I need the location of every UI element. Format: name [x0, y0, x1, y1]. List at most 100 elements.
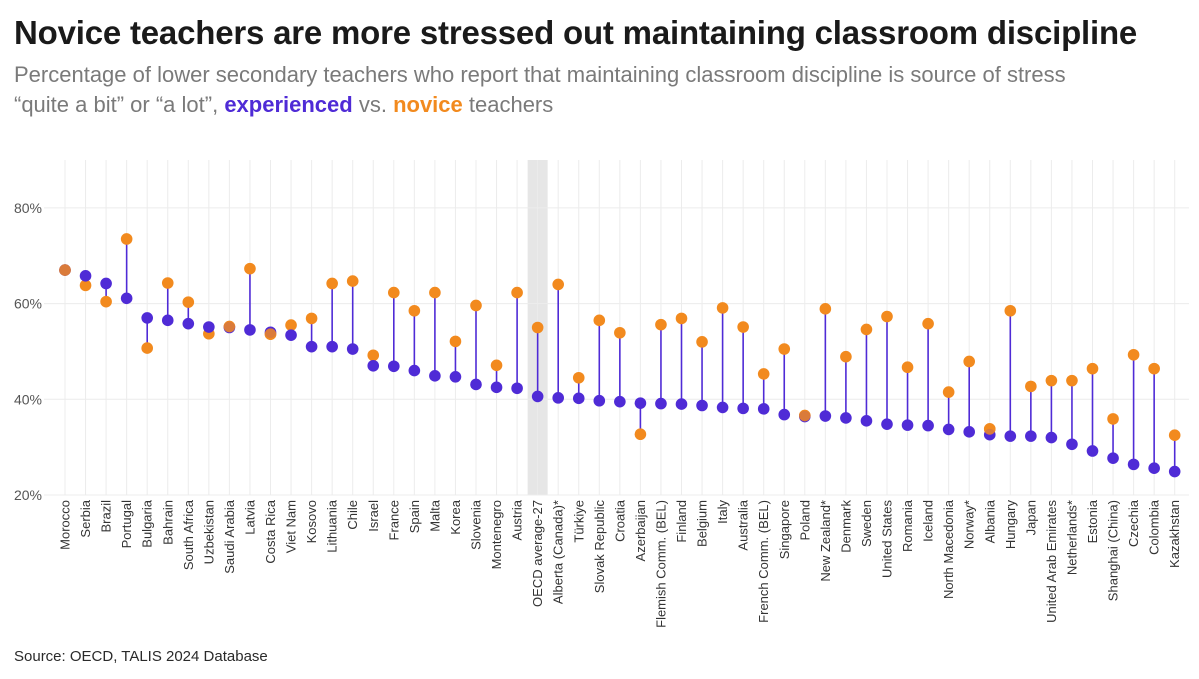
x-tick-label: Croatia	[612, 499, 627, 542]
x-tick-label: Poland	[797, 500, 812, 540]
experienced-point	[1004, 430, 1017, 442]
novice-point	[819, 303, 832, 315]
x-tick-label: Slovenia	[469, 499, 484, 550]
novice-point	[79, 279, 92, 292]
x-tick-label: Israel	[366, 500, 381, 532]
novice-point	[120, 233, 133, 245]
experienced-point	[367, 359, 380, 372]
experienced-point	[79, 270, 92, 282]
x-tick-label: Alberta (Canada)*	[551, 500, 566, 604]
x-tick-label: Portugal	[119, 500, 134, 549]
novice-point	[182, 296, 195, 308]
experienced-point	[511, 382, 523, 395]
chart-subtitle: Percentage of lower secondary teachers w…	[14, 60, 1194, 120]
x-tick-label: Australia	[736, 499, 751, 550]
novice-point	[1107, 413, 1119, 425]
subtitle-line-2: “quite a bit” or “a lot”, experienced vs…	[14, 90, 1194, 120]
x-tick-label: Viet Nam	[284, 500, 299, 553]
x-tick-label: Flemish Comm. (BEL)	[653, 500, 668, 628]
novice-point-overlap	[223, 320, 236, 333]
x-tick-label: North Macedonia	[941, 499, 956, 599]
experienced-point	[161, 314, 174, 327]
x-tick-label: Netherlands*	[1064, 500, 1079, 575]
x-tick-label: Türkiye	[571, 500, 586, 543]
x-tick-label: Costa Rica	[263, 499, 278, 563]
x-tick-label: Czechia	[1126, 499, 1141, 547]
subtitle-vs: vs.	[352, 92, 394, 117]
novice-points	[59, 233, 1181, 441]
novice-point	[716, 302, 729, 314]
novice-point	[490, 359, 503, 372]
novice-point	[326, 277, 338, 290]
x-tick-label: Korea	[448, 499, 463, 534]
experienced-point	[1127, 458, 1140, 471]
x-axis-labels: Morocco Serbia Brazil Portugal Bulgaria Bahra…	[58, 499, 1183, 628]
novice-point-overlap	[59, 264, 71, 276]
novice-point	[634, 428, 647, 441]
x-tick-label: OECD average-27	[530, 500, 545, 607]
novice-point	[367, 349, 380, 362]
novice-point	[655, 318, 667, 331]
experienced-point	[285, 329, 297, 341]
novice-point	[778, 343, 791, 355]
y-tick-label: 80%	[14, 200, 42, 216]
x-tick-label: Slovak Republic	[592, 500, 607, 594]
x-tick-label: Brazil	[99, 500, 114, 533]
novice-point	[675, 312, 688, 325]
experienced-point	[326, 340, 338, 353]
experienced-point	[572, 392, 585, 405]
x-tick-label: Latvia	[242, 499, 257, 534]
experienced-point	[942, 423, 955, 436]
x-tick-label: Montenegro	[489, 500, 504, 569]
experienced-point	[1148, 462, 1160, 475]
x-tick-label: Bulgaria	[140, 499, 155, 547]
x-tick-label: Iceland	[921, 500, 936, 542]
experienced-point	[552, 392, 564, 404]
y-tick-label: 40%	[14, 391, 42, 407]
experienced-point	[737, 402, 749, 415]
experienced-point	[203, 321, 215, 333]
experienced-point	[716, 401, 729, 414]
experienced-point	[922, 419, 934, 432]
experienced-point	[182, 317, 195, 330]
x-tick-label: Kosovo	[304, 500, 319, 543]
x-tick-label: Colombia	[1147, 499, 1162, 555]
novice-point	[531, 321, 544, 334]
novice-point	[757, 368, 770, 380]
x-tick-label: Denmark	[838, 500, 853, 553]
novice-point	[346, 275, 359, 287]
novice-point	[1004, 304, 1017, 317]
x-tick-label: Belgium	[695, 500, 710, 547]
y-tick-label: 60%	[14, 296, 42, 312]
x-tick-label: Uzbekistan	[201, 500, 216, 564]
experienced-point	[346, 343, 359, 355]
novice-point	[840, 350, 852, 363]
x-tick-label: Azerbaijan	[633, 500, 648, 561]
x-tick-label: Japan	[1023, 500, 1038, 535]
novice-point	[1127, 348, 1140, 361]
experienced-point	[1066, 438, 1078, 451]
experienced-point	[634, 397, 647, 409]
experienced-point	[593, 394, 606, 407]
novice-point	[614, 326, 626, 339]
experienced-point	[141, 312, 153, 324]
x-tick-label: New Zealand*	[818, 500, 833, 582]
novice-point	[511, 286, 523, 299]
x-tick-label: Sweden	[859, 500, 874, 547]
experienced-point	[120, 292, 133, 305]
gridlines	[44, 160, 1189, 496]
novice-point	[901, 361, 914, 374]
experienced-point	[901, 419, 914, 431]
x-tick-label: South Africa	[181, 499, 196, 570]
experienced-point	[244, 324, 256, 336]
x-tick-label: Norway*	[962, 500, 977, 549]
experienced-point	[963, 426, 975, 438]
subtitle-suffix: teachers	[462, 92, 554, 117]
novice-point	[388, 286, 400, 299]
experienced-point	[819, 410, 832, 422]
novice-point	[100, 295, 112, 308]
connector-lines	[84, 238, 1176, 472]
experienced-point	[449, 370, 462, 383]
experienced-point	[1168, 465, 1181, 478]
experienced-point	[860, 415, 873, 427]
